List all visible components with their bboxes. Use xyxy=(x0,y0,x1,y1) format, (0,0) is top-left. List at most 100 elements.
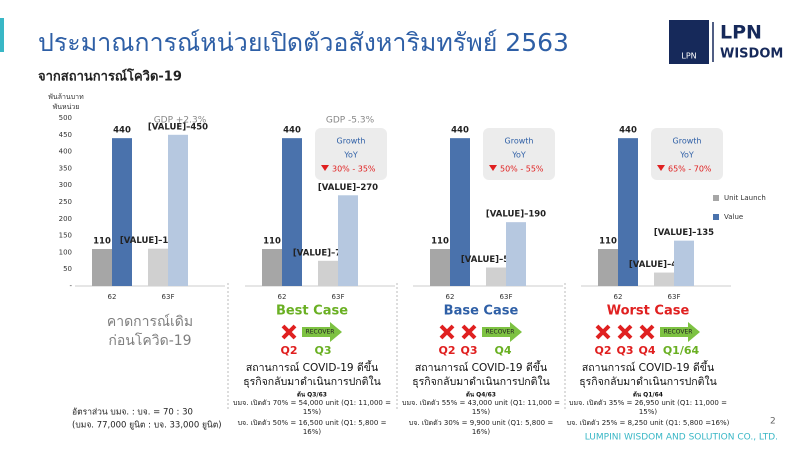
growth-subtitle: YoY xyxy=(343,151,358,160)
case-text: สถานการณ์ COVID-19 ดีขึ้น xyxy=(582,360,714,374)
value-label: [VALUE]–135 xyxy=(654,228,714,238)
title: ประมาณการณ์หน่วยเปิดตัวอสังหาริมทรัพย์ 2… xyxy=(38,28,569,57)
legend-swatch xyxy=(713,214,719,220)
y-tick-label: 150 xyxy=(59,232,72,240)
value-label: [VALUE]–40 xyxy=(629,260,683,270)
bar xyxy=(430,249,450,286)
case-detail: บมจ. เปิดตัว 70% = 54,000 unit (Q1: 11,0… xyxy=(233,399,391,416)
bar xyxy=(338,195,358,286)
y-tick-label: 250 xyxy=(59,198,72,206)
quarter-label: Q3 xyxy=(314,344,331,357)
value-label: [VALUE]–190 xyxy=(486,210,546,220)
case-detail: บจ. เปิดตัว 30% = 9,900 unit (Q1: 5,800 … xyxy=(408,419,554,436)
bar xyxy=(148,248,168,286)
quarter-label: Q4 xyxy=(638,344,655,357)
recover-label: RECOVER xyxy=(306,329,335,336)
logo-tagline: WISDOM xyxy=(720,47,783,62)
legend-label: Unit Launch xyxy=(724,194,766,202)
y-tick-label: 100 xyxy=(59,248,72,256)
recover-arrow xyxy=(482,322,522,342)
bar xyxy=(618,138,638,286)
bar xyxy=(506,222,526,286)
bar xyxy=(318,260,338,286)
growth-subtitle: YoY xyxy=(511,151,526,160)
case-title: คาดการณ์เดิม xyxy=(107,313,193,330)
annotation: GDP -5.3% xyxy=(326,116,375,126)
case-start: ต้น Q4/63 xyxy=(466,391,496,399)
value-label: [VALUE]–111 xyxy=(120,236,180,246)
bar xyxy=(262,249,282,286)
quarter-label: Q3 xyxy=(460,344,477,357)
case-text: ธุรกิจกลับมาดำเนินการปกติใน xyxy=(579,375,717,388)
value-label: [VALUE]–75 xyxy=(293,248,347,258)
case-title: ก่อนโควิด-19 xyxy=(108,332,191,349)
case-start: ต้น Q1/64 xyxy=(633,391,663,399)
y-tick-label: 300 xyxy=(59,181,72,189)
case-title: Worst Case xyxy=(607,304,690,319)
growth-title: Growth xyxy=(505,137,534,146)
bar xyxy=(486,267,506,286)
value-label: 440 xyxy=(451,126,469,136)
bar xyxy=(654,272,674,286)
x-tick-label: 62 xyxy=(108,293,117,301)
growth-range: 65% - 70% xyxy=(668,165,712,174)
bar xyxy=(674,240,694,286)
logo-icon xyxy=(669,20,709,64)
case-text: ธุรกิจกลับมาดำเนินการปกติใน xyxy=(243,375,381,388)
case-note: อัตราส่วน บมจ. : บจ. = 70 : 30 xyxy=(72,408,193,418)
x-icon xyxy=(281,324,297,340)
recover-label: RECOVER xyxy=(486,329,515,336)
y-tick-label: 350 xyxy=(59,164,72,172)
case-detail: บมจ. เปิดตัว 55% = 43,000 unit (Q1: 11,0… xyxy=(402,399,560,416)
value-label: [VALUE]–450 xyxy=(148,122,208,132)
footer-company: LUMPINI WISDOM AND SOLUTION CO., LTD. xyxy=(585,433,778,443)
x-icon xyxy=(639,324,655,340)
case-text: สถานการณ์ COVID-19 ดีขึ้น xyxy=(415,360,547,374)
recover-label: RECOVER xyxy=(664,329,693,336)
x-tick-label: 62 xyxy=(614,293,623,301)
value-label: [VALUE]–270 xyxy=(318,183,378,193)
quarter-label: Q2 xyxy=(594,344,611,357)
subtitle: จากสถานการณ์โควิด-19 xyxy=(38,68,182,85)
case-detail: บมจ. เปิดตัว 35% = 26,950 unit (Q1: 11,0… xyxy=(569,399,727,416)
growth-box xyxy=(651,128,723,180)
value-label: 110 xyxy=(93,237,111,247)
legend-swatch xyxy=(713,195,719,201)
case-start: ต้น Q3/63 xyxy=(297,391,327,399)
value-label: 440 xyxy=(113,126,131,136)
y-tick-label: 50 xyxy=(63,265,72,273)
bar xyxy=(450,138,470,286)
y-tick-label: 200 xyxy=(59,215,72,223)
quarter-label: Q2 xyxy=(438,344,455,357)
y-tick-label: 400 xyxy=(59,148,72,156)
growth-box xyxy=(483,128,555,180)
logo-icon-text: LPN xyxy=(681,52,696,61)
quarter-label: Q4 xyxy=(494,344,511,357)
value-label: 110 xyxy=(599,237,617,247)
quarter-label: Q3 xyxy=(616,344,633,357)
growth-box xyxy=(315,128,387,180)
case-detail: บจ. เปิดตัว 50% = 16,500 unit (Q1: 5,800… xyxy=(237,419,387,436)
growth-title: Growth xyxy=(337,137,366,146)
page-number: 2 xyxy=(770,417,776,427)
growth-subtitle: YoY xyxy=(679,151,694,160)
accent-bar xyxy=(0,18,4,52)
down-triangle xyxy=(489,165,497,171)
case-detail: บจ. เปิดตัว 25% = 8,250 unit (Q1: 5,800 … xyxy=(566,419,730,427)
x-tick-label: 63F xyxy=(162,293,175,301)
growth-range: 30% - 35% xyxy=(332,165,376,174)
case-text: ธุรกิจกลับมาดำเนินการปกติใน xyxy=(412,375,550,388)
growth-title: Growth xyxy=(673,137,702,146)
case-title: Best Case xyxy=(276,304,348,319)
bar xyxy=(112,138,132,286)
case-title: Base Case xyxy=(444,304,519,319)
value-label: 440 xyxy=(283,126,301,136)
recover-arrow xyxy=(660,322,700,342)
bar xyxy=(168,134,188,286)
annotation: GDP +2.3% xyxy=(154,116,207,126)
recover-arrow xyxy=(302,322,342,342)
x-icon xyxy=(595,324,611,340)
down-triangle xyxy=(657,165,665,171)
value-label: [VALUE]–55 xyxy=(461,255,515,265)
y-tick-label: 450 xyxy=(59,131,72,139)
